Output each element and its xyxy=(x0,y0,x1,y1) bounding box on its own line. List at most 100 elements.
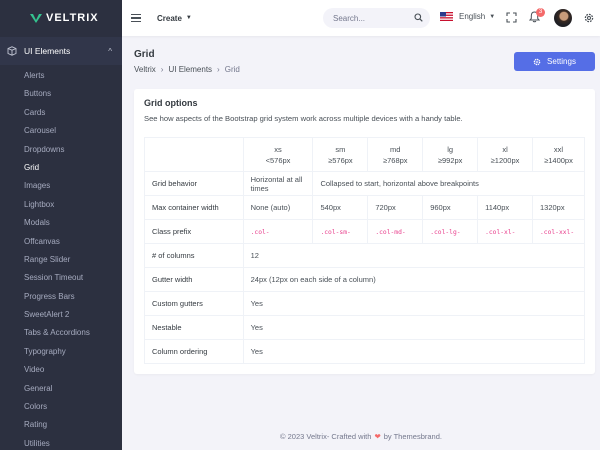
sidebar-item-offcanvas[interactable]: Offcanvas xyxy=(24,236,60,246)
sidebar-item-colors[interactable]: Colors xyxy=(24,402,48,412)
create-label: Create xyxy=(157,13,182,23)
sidebar-item-progress-bars[interactable]: Progress Bars xyxy=(24,291,75,301)
sidebar-item-modals[interactable]: Modals xyxy=(24,218,50,228)
table-cell: None (auto) xyxy=(242,195,314,220)
breadcrumb-item-ui-elements[interactable]: UI Elements xyxy=(168,65,213,74)
sidebar-item-tabs-accordions[interactable]: Tabs & Accordions xyxy=(24,328,90,338)
settings-label: Settings xyxy=(547,57,576,66)
sidebar-item-cards[interactable]: Cards xyxy=(24,107,46,117)
gear-icon[interactable] xyxy=(583,12,595,24)
footer-credit: by Themesbrand. xyxy=(383,432,442,441)
table-cell: 1320px xyxy=(531,195,586,220)
table-row: Nestable Yes xyxy=(144,315,586,340)
table-cell: Yes xyxy=(242,315,586,340)
sidebar-item-alerts[interactable]: Alerts xyxy=(24,71,45,80)
class-prefix-code: .col-lg- xyxy=(430,229,461,236)
sidebar-menu: Alerts Buttons Cards Carousel Dropdowns … xyxy=(0,65,122,450)
sidebar-item-lightbox[interactable]: Lightbox xyxy=(24,199,55,209)
table-row: Custom gutters Yes xyxy=(144,291,586,316)
card-title: Grid options xyxy=(144,98,198,108)
us-flag-icon xyxy=(440,12,453,21)
table-header-lg: lg ≥992px xyxy=(422,137,479,172)
table-cell: .col-xl- xyxy=(477,219,533,244)
language-label: English xyxy=(459,12,486,21)
search-icon[interactable] xyxy=(414,13,423,22)
grid-options-card: Grid options See how aspects of the Boot… xyxy=(134,89,595,374)
sidebar-item-general[interactable]: General xyxy=(24,383,53,393)
footer: © 2023 Veltrix- Crafted with ❤ by Themes… xyxy=(122,423,600,450)
language-dropdown[interactable]: English ▼ xyxy=(440,12,495,21)
row-label: Grid behavior xyxy=(144,171,244,196)
table-cell: .col- xyxy=(242,219,314,244)
fullscreen-icon[interactable] xyxy=(506,12,517,23)
page-title: Grid xyxy=(134,49,155,60)
table-cell: .col-xxl- xyxy=(531,219,586,244)
sidebar-item-dropdowns[interactable]: Dropdowns xyxy=(24,144,65,154)
chevron-up-icon: ^ xyxy=(108,46,112,56)
table-header-xl: xl ≥1200px xyxy=(477,137,533,172)
row-label: Class prefix xyxy=(144,219,244,244)
row-label: Column ordering xyxy=(144,339,244,364)
menu-toggle-icon[interactable] xyxy=(131,14,141,22)
row-label: Nestable xyxy=(144,315,244,340)
gear-icon xyxy=(533,58,541,65)
table-cell: Yes xyxy=(242,339,586,364)
table-cell: .col-md- xyxy=(367,219,424,244)
table-row: Max container width None (auto) 540px 72… xyxy=(144,195,586,220)
sidebar-item-grid[interactable]: Grid xyxy=(24,162,40,172)
row-label: Gutter width xyxy=(144,267,244,292)
row-label: Max container width xyxy=(144,195,244,220)
sidebar: VELTRIX UI Elements ^ Alerts Buttons Car… xyxy=(0,0,122,450)
sidebar-item-rating[interactable]: Rating xyxy=(24,420,48,430)
class-prefix-code: .col-xxl- xyxy=(539,229,575,236)
row-label: # of columns xyxy=(144,243,244,268)
table-header-row: xs <576px sm ≥576px md ≥768px lg ≥992px xl ≥1… xyxy=(144,137,586,172)
chevron-down-icon: ▼ xyxy=(185,15,192,21)
sidebar-item-range-slider[interactable]: Range Slider xyxy=(24,254,71,264)
heart-icon: ❤ xyxy=(374,432,381,441)
create-dropdown[interactable]: Create ▼ xyxy=(157,14,192,23)
sidebar-section-label: UI Elements xyxy=(24,46,71,56)
row-label: Custom gutters xyxy=(144,291,244,316)
breadcrumb-separator: › xyxy=(217,65,220,74)
sidebar-item-buttons[interactable]: Buttons xyxy=(24,89,52,99)
card-description: See how aspects of the Bootstrap grid sy… xyxy=(144,114,463,123)
sidebar-item-carousel[interactable]: Carousel xyxy=(24,126,57,136)
breadcrumb-item-current: Grid xyxy=(224,65,240,74)
brand-name: VELTRIX xyxy=(46,12,99,24)
grid-options-table: xs <576px sm ≥576px md ≥768px lg ≥992px xl ≥1… xyxy=(144,137,586,364)
table-cell: Collapsed to start, horizontal above bre… xyxy=(312,171,585,196)
class-prefix-code: .col- xyxy=(250,229,270,236)
sidebar-item-video[interactable]: Video xyxy=(24,365,45,375)
table-cell: .col-lg- xyxy=(422,219,479,244)
table-row: Column ordering Yes xyxy=(144,339,586,364)
table-cell: 960px xyxy=(422,195,479,220)
sidebar-item-sweetalert[interactable]: SweetAlert 2 xyxy=(24,310,70,320)
sidebar-item-utilities[interactable]: Utilities xyxy=(24,438,50,448)
avatar[interactable] xyxy=(554,9,572,27)
breadcrumb-separator: › xyxy=(160,65,164,74)
notification-badge: 3 xyxy=(536,8,545,17)
footer-text: © 2023 Veltrix- Crafted with xyxy=(280,432,372,441)
class-prefix-code: .col-xl- xyxy=(485,229,516,236)
sidebar-item-typography[interactable]: Typography xyxy=(24,346,66,356)
table-row: Grid behavior Horizontal at all times Co… xyxy=(144,171,585,196)
sidebar-item-images[interactable]: Images xyxy=(24,181,51,191)
class-prefix-code: .col-sm- xyxy=(320,229,351,236)
settings-button[interactable]: Settings xyxy=(514,52,595,71)
sidebar-section-ui-elements[interactable]: UI Elements ^ xyxy=(0,37,122,65)
table-cell: 720px xyxy=(367,195,424,220)
table-cell: Yes xyxy=(242,291,586,316)
table-header-xs: xs <576px xyxy=(242,137,314,172)
table-cell: 12 xyxy=(242,243,586,268)
breadcrumb-item-home[interactable]: Veltrix xyxy=(134,65,156,74)
search-input[interactable] xyxy=(333,13,411,23)
breadcrumb: Veltrix › UI Elements › Grid xyxy=(134,65,240,74)
brand-logo[interactable]: VELTRIX xyxy=(0,0,122,36)
table-header-empty xyxy=(144,137,244,172)
table-cell: .col-sm- xyxy=(312,219,369,244)
table-cell: Horizontal at all times xyxy=(242,171,314,196)
sidebar-item-session-timeout[interactable]: Session Timeout xyxy=(24,273,84,283)
main-content: Grid Veltrix › UI Elements › Grid Settin… xyxy=(122,36,600,450)
table-row: Gutter width 24px (12px on each side of … xyxy=(144,267,586,292)
